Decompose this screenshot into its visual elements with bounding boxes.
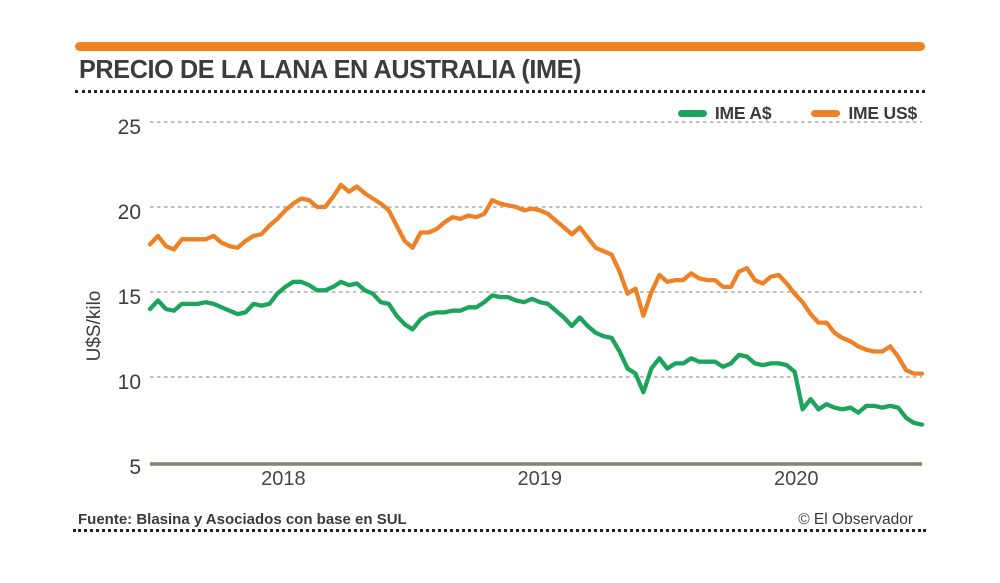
- series-line-ime-usd: [147, 182, 925, 376]
- y-tick-label: 15: [118, 286, 141, 309]
- x-tick-label: 2019: [518, 468, 563, 490]
- y-axis-label: U$S/kilo: [84, 291, 105, 362]
- y-tick-label: 5: [129, 456, 141, 479]
- y-tick-label: 10: [118, 371, 141, 394]
- legend-label-ime-usd: IME US$: [848, 103, 917, 123]
- title-separator: [75, 90, 925, 93]
- legend-swatch-green: [677, 110, 707, 117]
- chart-title: PRECIO DE LA LANA EN AUSTRALIA (IME): [79, 54, 582, 84]
- bottom-separator: [73, 529, 926, 532]
- tick-labels: 5 10 15 20 25 2018 2019 2020: [118, 116, 819, 490]
- legend: IME A$ IME US$: [677, 103, 917, 124]
- x-tick-label: 2018: [261, 468, 306, 490]
- top-accent-bar: [75, 42, 925, 51]
- source-note: Fuente: Blasina y Asociados con base en …: [78, 511, 407, 528]
- y-tick-label: 20: [118, 201, 141, 224]
- series-lines: [147, 182, 925, 427]
- y-tick-label: 25: [118, 116, 141, 139]
- legend-item-ime-usd: IME US$: [811, 103, 917, 124]
- x-tick-label: 2020: [774, 468, 819, 490]
- legend-swatch-orange: [811, 110, 841, 117]
- credit-note: © El Observador: [798, 511, 913, 528]
- series-line-ime-aud: [147, 279, 925, 427]
- legend-item-ime-aud: IME A$: [677, 103, 772, 124]
- legend-label-ime-aud: IME A$: [714, 103, 772, 123]
- gridlines: [150, 121, 922, 378]
